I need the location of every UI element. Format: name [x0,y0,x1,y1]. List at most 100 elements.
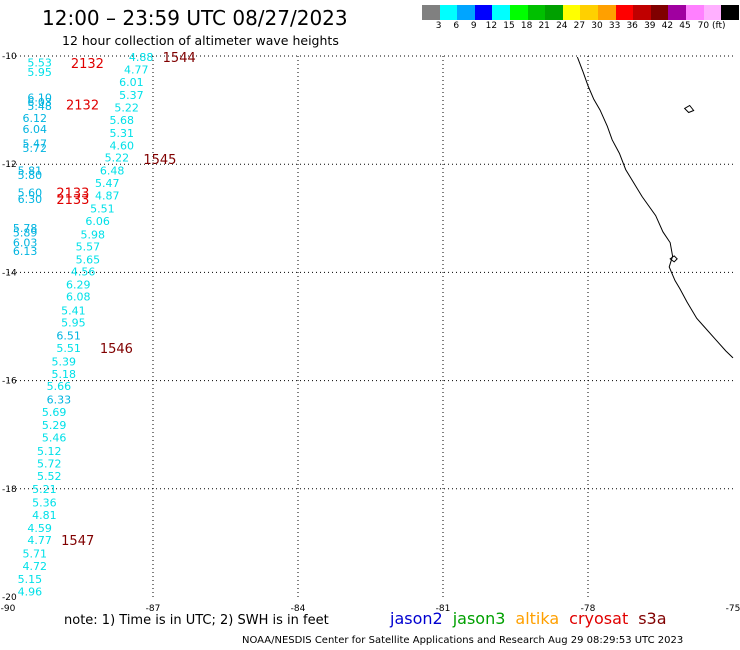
wave-height-value: 6.01 [119,76,143,89]
wave-height-value: 6.08 [66,291,91,304]
wave-height-value: 5.69 [42,406,66,419]
wave-height-value: 5.72 [23,142,48,155]
satellite-cryosat-label: cryosat [569,609,629,628]
legend-label: 6 [453,21,460,31]
satellite-jason2-label: jason2 [390,609,443,628]
legend-label: 70 (ft) [697,21,726,31]
credit-line: NOAA/NESDIS Center for Satellite Applica… [242,635,684,646]
legend-swatch [597,5,616,20]
wave-height-value: 6.33 [47,394,72,407]
wave-height-value: 6.29 [66,278,91,291]
lon-tick-label: -84 [291,604,306,614]
pass-time-label: 2133 [56,186,89,201]
wave-height-value: 5.51 [56,342,80,355]
legend-swatch [422,5,440,20]
wave-height-value: 5.15 [18,573,42,586]
lat-tick-label: -14 [2,268,17,278]
pass-time-label: 1544 [163,51,196,66]
satellite-altika-label: altika [515,609,560,628]
wave-height-value: 5.22 [105,152,129,165]
wave-height-value: 6.03 [27,96,52,109]
wave-height-value: 4.56 [71,265,96,278]
wave-height-value: 4.87 [95,190,120,203]
satellite-legend: jason2 jason3 altika cryosat s3a [390,609,677,628]
wave-height-value: 5.66 [47,380,72,393]
pass-time-label: 1547 [61,534,94,549]
wave-height-value: 5.18 [52,368,77,381]
legend-label: 24 [556,21,568,31]
legend-label: 27 [573,21,586,31]
legend-swatch [685,5,704,20]
wave-height-value: 6.51 [56,330,80,343]
wave-height-value: 5.48 [27,100,52,113]
wave-height-value: 5.53 [27,56,52,69]
wave-height-value: 6.04 [23,123,48,136]
satellite-s3a-label: s3a [638,609,667,628]
pass-time-label: 2132 [71,57,104,72]
wave-height-value: 4.81 [32,509,57,522]
legend-swatch [580,5,598,20]
wave-height-value: 6.06 [85,215,110,228]
wave-height-value: 6.13 [13,245,38,258]
wave-height-value: 6.03 [13,237,38,250]
wave-height-value: 4.59 [27,522,52,535]
wave-height-value: 4.77 [27,534,52,547]
wave-height-value: 5.51 [90,203,115,216]
wave-height-value: 5.21 [32,483,57,496]
lat-tick-label: -16 [2,377,17,387]
wave-height-value: 6.30 [18,193,42,206]
wave-height-value: 5.65 [76,253,101,266]
wave-height-value: 5.39 [52,356,77,369]
wave-height-value: 5.78 [13,222,38,235]
wave-height-value: 4.77 [124,64,149,77]
lon-tick-label: -78 [581,604,596,614]
legend-swatch [703,5,722,20]
lon-tick-label: -90 [1,604,16,614]
lon-tick-label: -87 [146,604,161,614]
legend-label: 12 [485,21,498,31]
wave-height-value: 4.72 [23,560,48,573]
wave-height-value: 5.36 [32,496,57,509]
wave-height-value: 5.37 [119,89,143,102]
legend-swatch [545,5,563,20]
wave-height-value: 5.98 [81,229,106,242]
satellite-jason3-label: jason3 [452,609,506,628]
pass-time-label: 2133 [56,193,89,208]
legend-label: 9 [470,21,477,31]
island-shape [683,104,695,114]
wave-height-value: 4.96 [18,586,42,599]
wave-height-value: 4.60 [110,139,135,152]
wave-height-value: 5.29 [42,419,66,432]
map-title: 12:00 – 23:59 UTC 08/27/2023 [42,6,348,30]
wave-height-value: 6.10 [27,92,52,105]
legend-label: 33 [608,21,621,31]
wave-height-value: 5.47 [95,177,120,190]
island-shape [669,255,678,263]
wave-height-value: 5.80 [18,169,42,182]
wave-height-value: 5.12 [37,445,62,458]
wave-height-value: 5.89 [13,226,38,239]
legend-swatch [633,5,651,20]
lat-tick-label: -18 [2,485,17,495]
wave-height-value: 5.41 [61,304,86,317]
legend-swatch [721,5,739,20]
map-subtitle: 12 hour collection of altimeter wave hei… [62,33,339,48]
pass-time-label: 1546 [100,342,133,357]
legend-label: 30 [591,21,603,31]
wave-height-value: 5.68 [110,114,135,127]
legend-swatch [457,5,475,20]
wave-height-value: 5.47 [23,138,48,151]
legend-label: 45 [679,21,691,31]
wave-height-value: 5.57 [76,240,101,253]
footer-note: note: 1) Time is in UTC; 2) SWH is in fe… [64,613,329,628]
lat-tick-label: -12 [2,160,17,170]
legend-label: 3 [435,21,442,31]
wave-height-value: 5.52 [37,470,62,483]
legend-swatch [509,5,528,20]
legend-label: 36 [626,21,638,31]
color-legend-labels: 3 6 9 12 15 18 21 24 27 30 33 36 39 42 45 70 (ft) [422,21,740,35]
legend-label: 18 [520,21,533,31]
legend-label: 42 [661,21,674,31]
wave-height-value: 5.71 [23,548,48,561]
lon-tick-label: -75 [726,604,740,614]
